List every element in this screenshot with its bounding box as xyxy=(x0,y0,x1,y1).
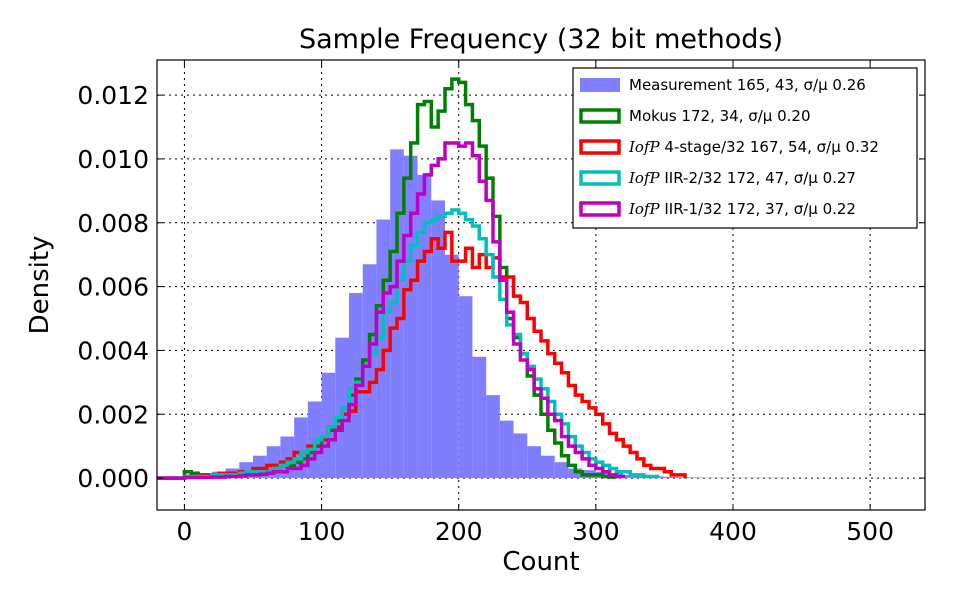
y-tick-label: 0.006 xyxy=(77,273,149,302)
measurement-bar xyxy=(472,356,487,479)
y-tick-label: 0.010 xyxy=(77,145,149,174)
measurement-bar xyxy=(362,264,377,479)
y-tick-label: 0.002 xyxy=(77,400,149,429)
x-tick-label: 300 xyxy=(572,517,620,546)
legend-box xyxy=(572,67,918,229)
plot-series xyxy=(157,77,788,480)
x-tick-label: 200 xyxy=(435,517,483,546)
measurement-bar xyxy=(513,433,528,479)
measurement-bar xyxy=(664,476,679,479)
legend-swatch xyxy=(579,139,621,155)
chart-title: Sample Frequency (32 bit methods) xyxy=(299,24,783,55)
measurement-bar xyxy=(541,455,555,479)
legend-swatch xyxy=(579,201,621,217)
plot-frame xyxy=(156,59,926,511)
x-tick-label: 0 xyxy=(176,517,192,546)
legend-swatch xyxy=(579,170,621,186)
series-step-line xyxy=(157,141,626,480)
measurement-bar xyxy=(499,420,514,479)
y-tick-label: 0.008 xyxy=(77,209,149,238)
y-axis-label: Density xyxy=(25,236,55,335)
legend-entry-text: 4-stage/32 167, 54, σ/μ 0.32 xyxy=(664,138,879,156)
legend-entry-prefix: IofP xyxy=(628,169,664,187)
legend-entry-label: Mokus 172, 34, σ/μ 0.20 xyxy=(629,107,811,125)
series-step-line xyxy=(157,230,687,480)
y-tick-label: 0.004 xyxy=(77,336,149,365)
y-tick-label: 0.012 xyxy=(77,81,149,110)
y-tick-label: 0.000 xyxy=(77,464,149,493)
x-axis-label: Count xyxy=(502,547,579,577)
legend-entry-text: Measurement 165, 43, σ/μ 0.26 xyxy=(629,76,866,94)
measurement-bar xyxy=(390,149,404,479)
legend-entry-label: Measurement 165, 43, σ/μ 0.26 xyxy=(629,76,866,94)
legend-entry-prefix: IofP xyxy=(628,138,664,156)
measurement-bar xyxy=(458,296,473,479)
measurement-bar xyxy=(403,155,418,479)
legend-entry-prefix: IofP xyxy=(628,200,664,218)
legend-entry-label: IofP IIR-2/32 172, 47, σ/μ 0.27 xyxy=(628,169,856,187)
measurement-bar xyxy=(691,477,706,479)
legend-entry-text: IIR-1/32 172, 37, σ/μ 0.22 xyxy=(664,200,856,218)
x-tick-label: 500 xyxy=(846,517,894,546)
legend: Measurement 165, 43, σ/μ 0.26 Mokus 172, … xyxy=(572,67,918,229)
legend-swatch xyxy=(579,108,621,124)
measurement-bar xyxy=(486,395,500,479)
measurement-bar xyxy=(527,446,541,479)
legend-entry-text: IIR-2/32 172, 47, σ/μ 0.27 xyxy=(664,169,856,187)
x-tick-label: 400 xyxy=(709,517,757,546)
measurement-bar xyxy=(554,462,569,479)
measurement-bar xyxy=(445,254,459,479)
legend-entry-label: IofP IIR-1/32 172, 37, σ/μ 0.22 xyxy=(628,200,856,218)
x-tick-label: 100 xyxy=(298,517,346,546)
legend-swatch xyxy=(580,78,620,92)
legend-entry-text: Mokus 172, 34, σ/μ 0.20 xyxy=(629,107,811,125)
axis-ticks: 0 100 200 300 400 500 0.000 0.002 0.004 0.006 0.00… xyxy=(77,60,925,546)
measurement-bar xyxy=(431,200,445,479)
measurement-bar xyxy=(417,174,432,479)
series-step-line xyxy=(157,208,660,480)
legend-entry-label: IofP 4-stage/32 167, 54, σ/μ 0.32 xyxy=(628,138,879,156)
